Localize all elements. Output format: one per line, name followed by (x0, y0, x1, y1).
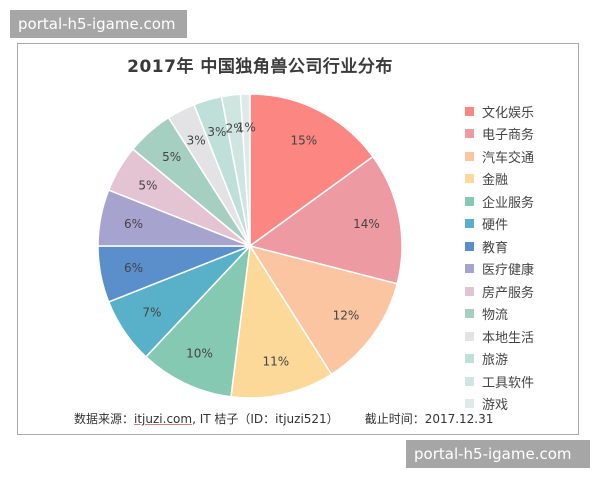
slice-label: 1% (237, 120, 256, 134)
legend-item: 游戏 (465, 393, 534, 416)
legend-swatch (465, 331, 474, 341)
legend-item: 硬件 (465, 213, 534, 236)
legend-item: 金融 (465, 168, 534, 191)
legend-label: 企业服务 (482, 195, 535, 211)
legend-swatch (465, 264, 474, 274)
pie-slice (144, 243, 252, 398)
slice-label: 6% (124, 261, 143, 275)
slice-label: 3% (187, 133, 206, 147)
chart-title: 2017年 中国独角兽公司行业分布 (127, 57, 393, 77)
legend-label: 金融 (482, 173, 509, 189)
slice-label: 3% (207, 125, 226, 139)
legend-label: 旅游 (482, 353, 509, 369)
slice-label: 14% (353, 217, 380, 231)
slice-label: 15% (290, 133, 317, 147)
legend-item: 本地生活 (465, 325, 534, 348)
legend-label: 汽车交通 (482, 150, 535, 166)
legend-label: 房产服务 (482, 285, 535, 301)
legend-label: 电子商务 (482, 128, 535, 144)
legend-label: 物流 (482, 308, 509, 324)
legend-item: 物流 (465, 303, 534, 326)
legend-item: 教育 (465, 235, 534, 258)
pie-slice (249, 93, 375, 248)
legend-swatch (465, 309, 474, 319)
legend-item: 电子商务 (465, 123, 534, 146)
slice-label: 10% (186, 346, 213, 360)
slice-label: 6% (124, 217, 143, 231)
legend-item: 工具软件 (465, 370, 534, 393)
slice-label: 5% (162, 150, 181, 164)
source-link[interactable]: itjuzi.com (134, 412, 193, 426)
slice-label: 12% (333, 309, 360, 323)
source-label: 数据来源： (74, 412, 135, 426)
legend-swatch (465, 354, 474, 364)
chart-footer: 数据来源：itjuzi.com, IT 桔子（ID：itjuzi521） 截止时间… (74, 410, 493, 427)
legend-swatch (465, 151, 474, 161)
legend-swatch (465, 174, 474, 184)
legend-swatch (465, 219, 474, 229)
legend-label: 游戏 (482, 398, 509, 414)
slice-label: 2% (226, 121, 245, 135)
legend-swatch (465, 196, 474, 206)
legend-item: 企业服务 (465, 190, 534, 213)
legend-swatch (465, 241, 474, 251)
legend-item: 汽车交通 (465, 145, 534, 168)
legend-item: 医疗健康 (465, 258, 534, 281)
legend-label: 工具软件 (482, 375, 535, 391)
pie-slice (248, 155, 403, 285)
slice-label: 7% (142, 306, 161, 320)
pie-slice (248, 244, 399, 376)
watermark-bottom: portal-h5-igame.com (406, 440, 590, 468)
legend-swatch (465, 129, 474, 139)
legend-label: 医疗健康 (482, 263, 535, 279)
watermark-top: portal-h5-igame.com (10, 10, 187, 38)
legend-label: 文化娱乐 (482, 105, 535, 121)
slice-label: 5% (138, 179, 157, 193)
legend-swatch (465, 286, 474, 296)
legend-item: 文化娱乐 (465, 100, 534, 123)
cutoff-date: 截止时间：2017.12.31 (364, 412, 494, 426)
legend-label: 本地生活 (482, 330, 535, 346)
source-detail: , IT 桔子（ID：itjuzi521） (192, 412, 339, 426)
legend-label: 硬件 (482, 218, 509, 234)
chart-legend: 文化娱乐电子商务汽车交通金融企业服务硬件教育医疗健康房产服务物流本地生活旅游工具… (465, 100, 534, 415)
legend-swatch (465, 106, 474, 116)
pie-slice (230, 243, 333, 399)
pie-slice (239, 93, 251, 247)
slice-label: 11% (263, 355, 290, 369)
legend-swatch (465, 376, 474, 386)
legend-label: 教育 (482, 240, 509, 256)
legend-swatch (465, 399, 474, 409)
legend-item: 房产服务 (465, 280, 534, 303)
legend-item: 旅游 (465, 348, 534, 371)
